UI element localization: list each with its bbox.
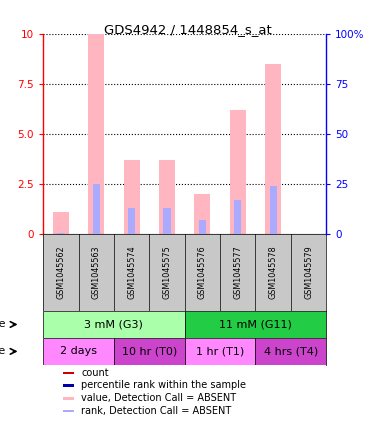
Text: rank, Detection Call = ABSENT: rank, Detection Call = ABSENT	[81, 406, 232, 416]
Bar	[43, 311, 184, 338]
Text: GDS4942 / 1448854_s_at: GDS4942 / 1448854_s_at	[104, 23, 272, 36]
Text: GSM1045563: GSM1045563	[92, 246, 101, 299]
Text: time: time	[0, 346, 6, 357]
Text: GSM1045576: GSM1045576	[198, 246, 207, 299]
Bar	[63, 397, 74, 399]
Bar	[63, 410, 74, 412]
Bar	[63, 372, 74, 374]
Bar	[184, 338, 255, 365]
Bar	[63, 384, 74, 387]
Text: 3 mM (G3): 3 mM (G3)	[84, 319, 143, 330]
Bar	[234, 200, 242, 234]
Bar	[164, 208, 171, 234]
Text: 4 hrs (T4): 4 hrs (T4)	[264, 346, 318, 357]
Bar	[53, 212, 69, 234]
Bar	[265, 64, 281, 234]
Text: 11 mM (G11): 11 mM (G11)	[219, 319, 292, 330]
Text: GSM1045578: GSM1045578	[268, 246, 278, 299]
Text: percentile rank within the sample: percentile rank within the sample	[81, 380, 246, 390]
Text: GSM1045575: GSM1045575	[162, 246, 171, 299]
Text: GSM1045574: GSM1045574	[127, 246, 136, 299]
Text: 10 hr (T0): 10 hr (T0)	[122, 346, 177, 357]
Text: value, Detection Call = ABSENT: value, Detection Call = ABSENT	[81, 393, 237, 403]
Bar	[184, 311, 326, 338]
Bar	[128, 208, 135, 234]
Text: count: count	[81, 368, 109, 378]
Bar	[93, 184, 100, 234]
Text: 2 days: 2 days	[60, 346, 97, 357]
Bar	[199, 220, 206, 234]
Bar	[255, 338, 326, 365]
Bar	[57, 233, 64, 234]
Bar	[159, 160, 175, 234]
Bar	[230, 110, 246, 234]
Text: GSM1045577: GSM1045577	[233, 246, 242, 299]
Text: GSM1045562: GSM1045562	[56, 246, 65, 299]
Bar	[270, 186, 277, 234]
Bar	[88, 34, 104, 234]
Text: 1 hr (T1): 1 hr (T1)	[196, 346, 244, 357]
Bar	[194, 194, 210, 234]
Bar	[114, 338, 184, 365]
Text: GSM1045579: GSM1045579	[304, 246, 313, 299]
Bar	[43, 338, 114, 365]
Bar	[124, 160, 140, 234]
Text: dose: dose	[0, 319, 6, 330]
